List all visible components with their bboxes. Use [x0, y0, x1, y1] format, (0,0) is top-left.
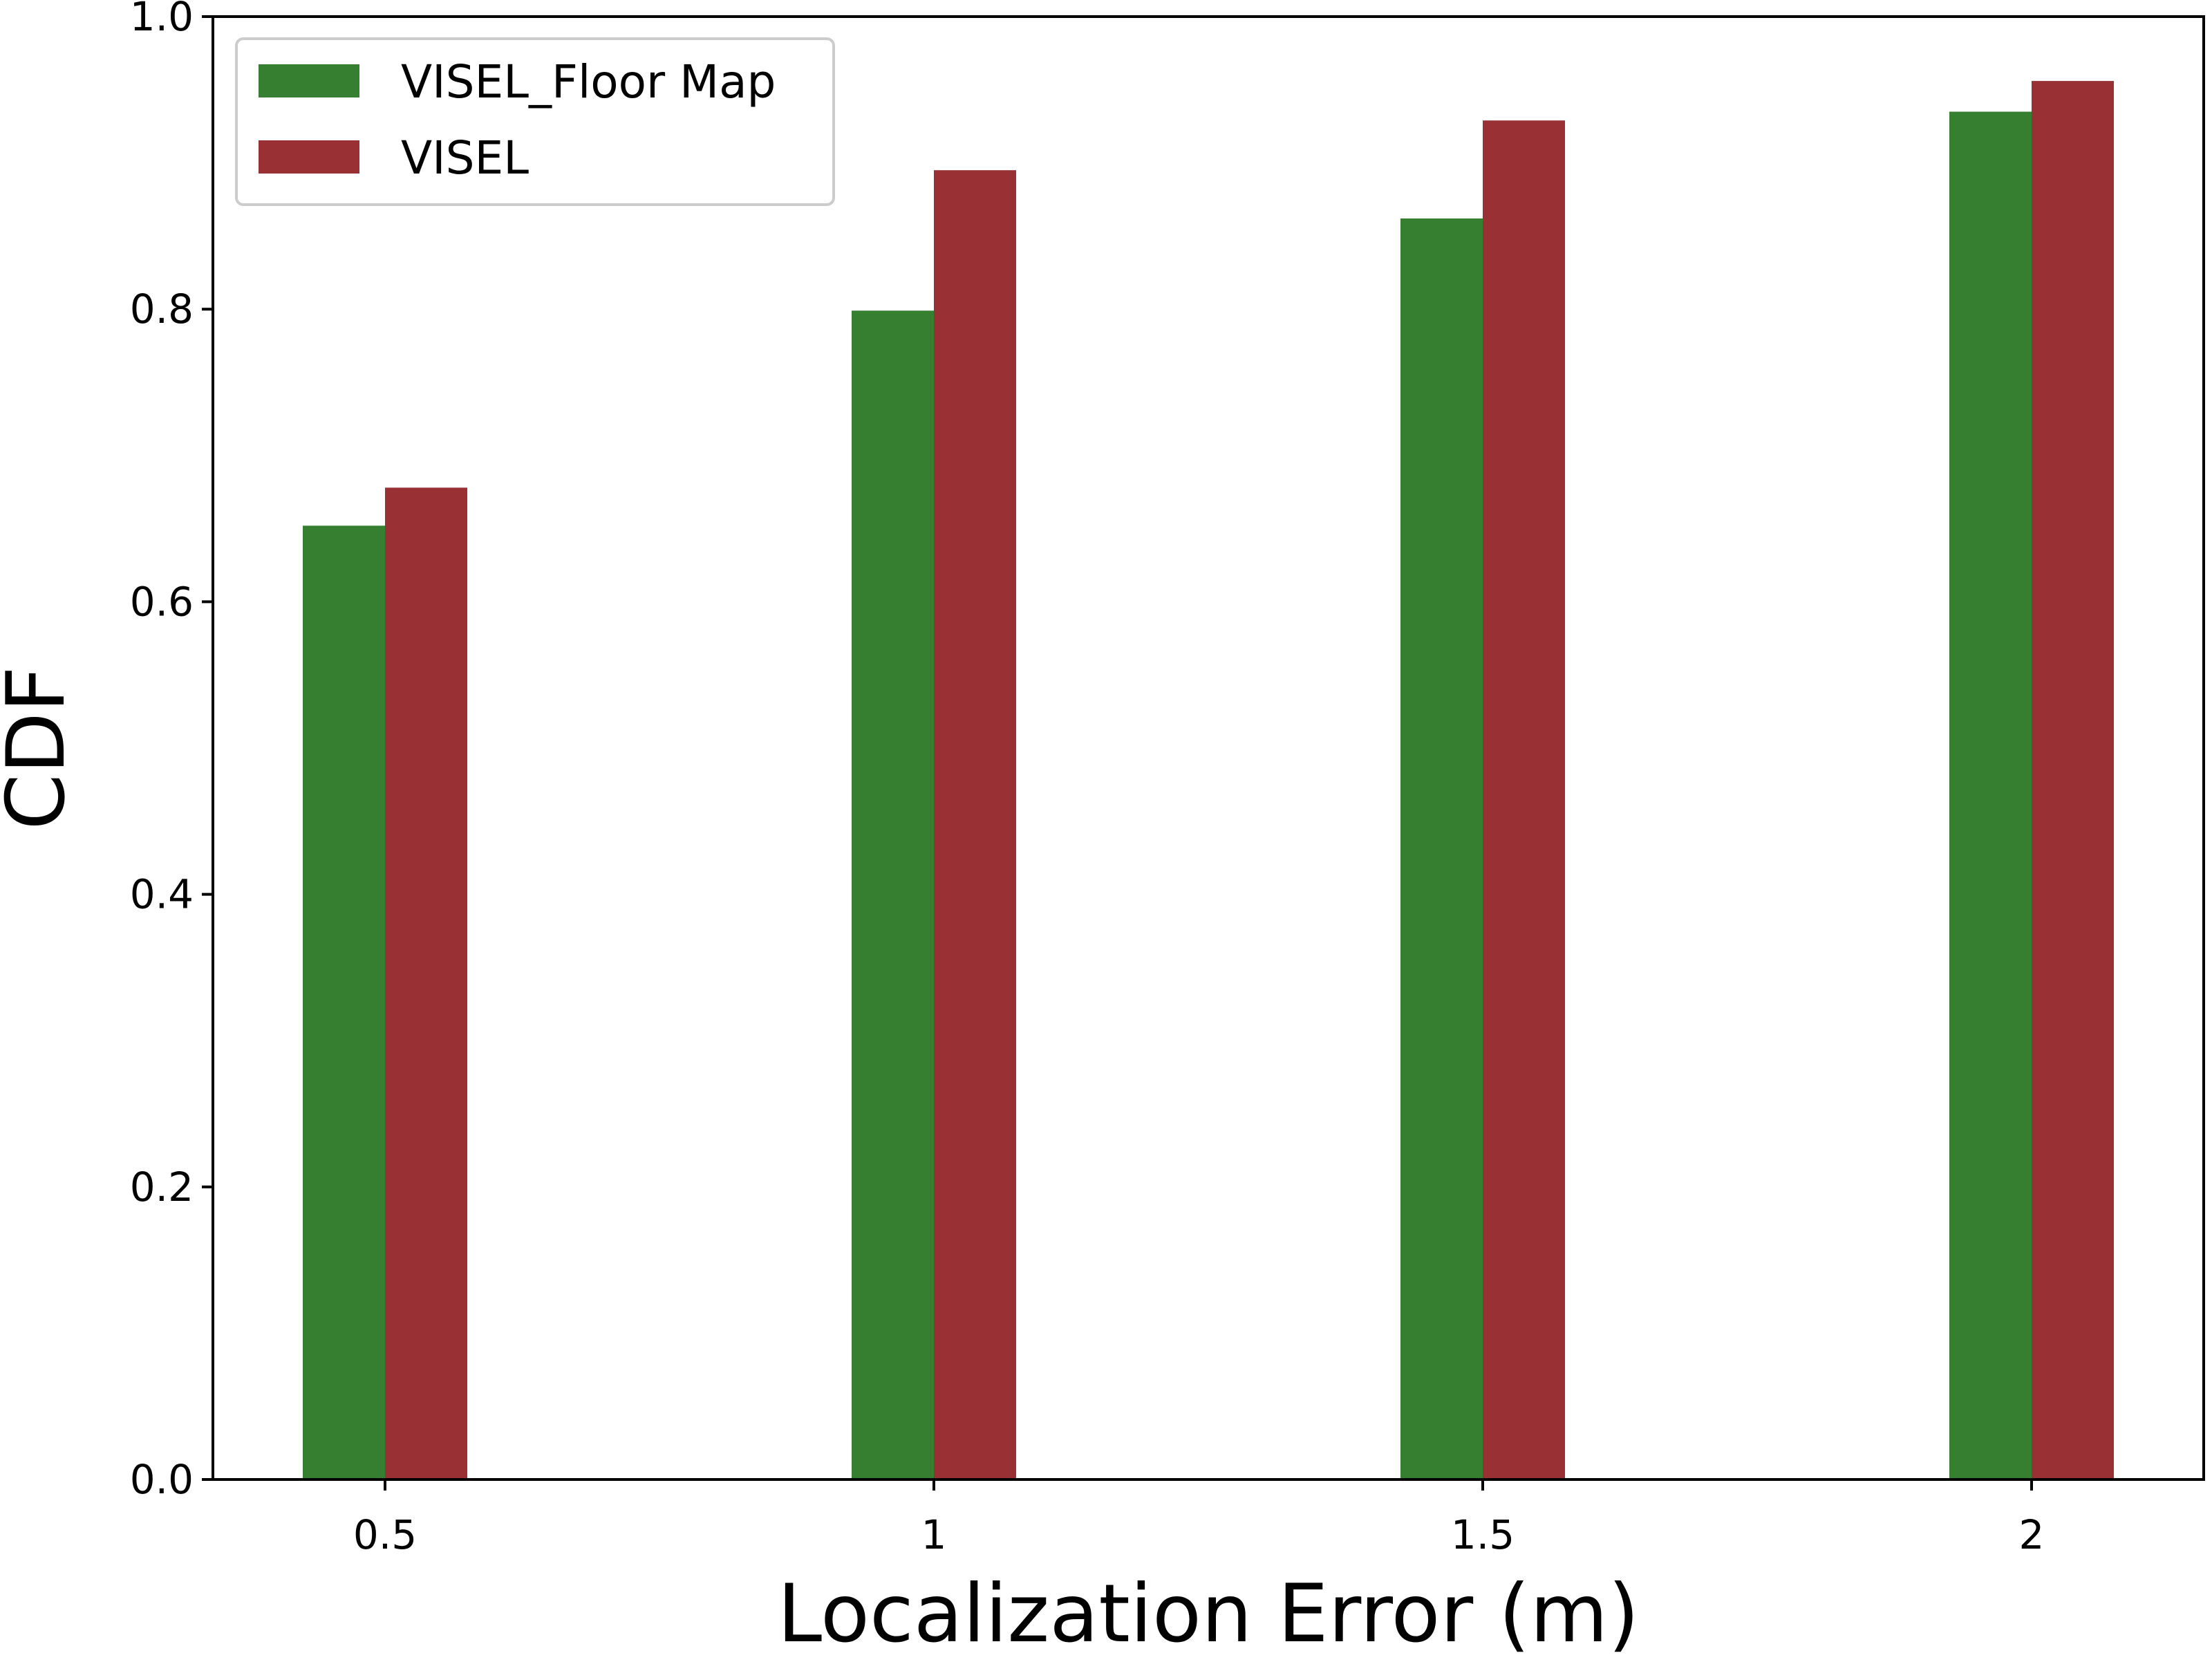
y-tick-label: 0.2 — [130, 1164, 194, 1211]
legend-label-visel: VISEL — [401, 131, 529, 185]
bars-layer — [303, 81, 2114, 1480]
x-tick-label: 2 — [2019, 1511, 2045, 1558]
y-tick-label: 0.8 — [130, 286, 194, 333]
bar-visel-1.5 — [1483, 120, 1565, 1480]
x-tick-label: 1 — [921, 1511, 947, 1558]
y-tick-label: 0.6 — [130, 578, 194, 625]
bar-visel-2 — [2032, 81, 2114, 1479]
y-tick-label: 0.0 — [130, 1456, 194, 1503]
legend-swatch-visel — [259, 140, 359, 174]
legend-swatch-visel-floor-map — [259, 64, 359, 97]
x-tick-label: 1.5 — [1451, 1511, 1515, 1558]
x-axis: 0.5 1 1.5 2 — [353, 1479, 2045, 1558]
y-axis-label: CDF — [0, 666, 83, 830]
bar-visel-floor-map-0.5 — [303, 525, 385, 1480]
bar-visel-floor-map-1.5 — [1400, 218, 1483, 1479]
y-axis: 0.0 0.2 0.4 0.6 0.8 1.0 — [130, 0, 213, 1503]
legend-label-visel-floor-map: VISEL_Floor Map — [401, 55, 776, 109]
bar-visel-1 — [934, 170, 1016, 1480]
y-tick-label: 1.0 — [130, 0, 194, 40]
bar-visel-floor-map-1 — [852, 310, 934, 1479]
bar-visel-0.5 — [385, 487, 467, 1479]
legend: VISEL_Floor Map VISEL — [235, 37, 835, 206]
plot-frame — [212, 15, 2205, 1481]
x-tick-label: 0.5 — [353, 1511, 417, 1558]
x-axis-label: Localization Error (m) — [777, 1567, 1639, 1659]
legend-box — [235, 37, 835, 206]
bar-visel-floor-map-2 — [1949, 111, 2032, 1479]
y-tick-label: 0.4 — [130, 871, 194, 918]
